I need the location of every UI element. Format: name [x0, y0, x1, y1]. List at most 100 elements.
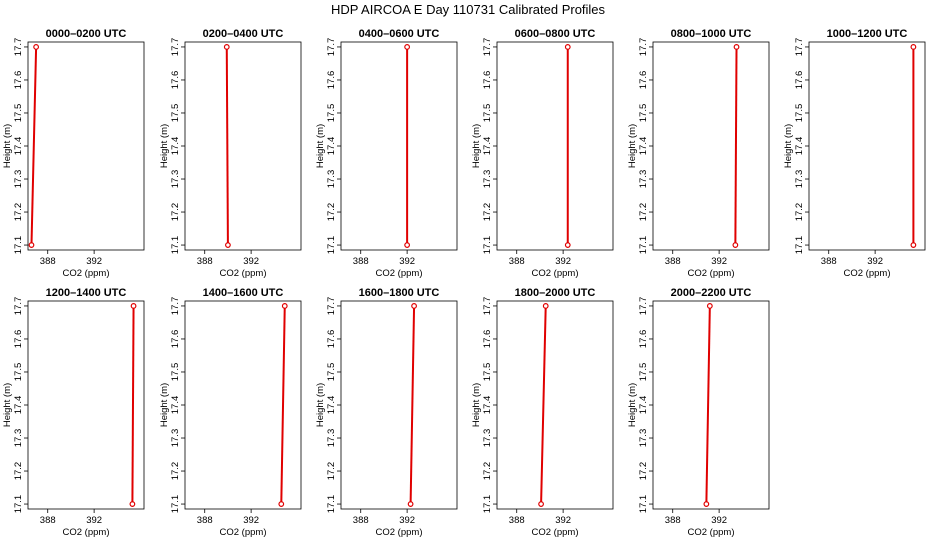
y-tick-label: 17.5	[482, 104, 493, 123]
profile-line	[131, 305, 135, 505]
y-tick-label: 17.2	[13, 462, 24, 481]
y-tick-label: 17.1	[482, 236, 493, 255]
panel-title: 0000–0200 UTC	[46, 28, 127, 40]
profile-line	[540, 305, 547, 505]
panel-title: 0200–0400 UTC	[203, 28, 284, 40]
plot-frame	[184, 41, 302, 251]
profile-line	[225, 46, 229, 246]
y-tick-label: 17.6	[170, 71, 181, 90]
y-tick-label: 17.2	[482, 203, 493, 222]
y-tick-label: 17.4	[794, 137, 805, 156]
x-tick-label: 388	[40, 256, 56, 267]
y-tick-label: 17.6	[638, 330, 649, 349]
y-tick-label: 17.6	[638, 71, 649, 90]
x-tick-label: 388	[353, 515, 369, 526]
y-tick-label: 17.4	[638, 396, 649, 415]
panel-title: 0800–1000 UTC	[671, 28, 752, 40]
x-axis-label: CO2 (ppm)	[63, 268, 110, 279]
x-axis-label: CO2 (ppm)	[220, 268, 267, 279]
data-point	[404, 242, 411, 248]
plot-frame	[340, 300, 458, 510]
y-tick-label: 17.2	[638, 462, 649, 481]
y-tick-label: 17.4	[170, 396, 181, 415]
y-tick-label: 17.6	[482, 330, 493, 349]
y-tick-label: 17.3	[326, 170, 337, 189]
y-tick-label: 17.6	[326, 71, 337, 90]
plot-frame	[27, 300, 145, 510]
x-axis-label: CO2 (ppm)	[376, 268, 423, 279]
y-tick-label: 17.6	[326, 330, 337, 349]
plot-frame	[496, 300, 614, 510]
y-tick-label: 17.4	[638, 137, 649, 156]
y-tick-label: 17.5	[638, 363, 649, 382]
y-tick-label: 17.2	[482, 462, 493, 481]
data-point	[129, 501, 136, 507]
y-tick-label: 17.7	[638, 38, 649, 57]
y-tick-label: 17.7	[482, 297, 493, 316]
y-tick-label: 17.5	[638, 104, 649, 123]
y-tick-label: 17.1	[13, 495, 24, 514]
profile-line	[280, 305, 286, 505]
x-axis-label: CO2 (ppm)	[532, 268, 579, 279]
y-tick-label: 17.1	[638, 236, 649, 255]
data-point	[706, 303, 713, 309]
x-tick-label: 388	[509, 515, 525, 526]
x-axis-label: CO2 (ppm)	[844, 268, 891, 279]
data-point	[225, 242, 231, 248]
x-tick-label: 392	[711, 515, 727, 526]
y-axis-label: Height (m)	[627, 124, 638, 168]
y-tick-label: 17.4	[13, 137, 24, 156]
x-tick-label: 392	[86, 256, 102, 267]
y-tick-label: 17.3	[638, 429, 649, 448]
data-point	[404, 44, 411, 50]
y-axis-label: Height (m)	[627, 383, 638, 427]
x-tick-label: 388	[665, 515, 681, 526]
y-tick-label: 17.4	[482, 396, 493, 415]
y-tick-label: 17.4	[170, 137, 181, 156]
plot-frame	[652, 41, 770, 251]
y-tick-label: 17.7	[638, 297, 649, 316]
y-tick-label: 17.3	[482, 170, 493, 189]
y-tick-label: 17.5	[482, 363, 493, 382]
y-tick-label: 17.7	[326, 38, 337, 57]
x-tick-label: 388	[509, 256, 525, 267]
plot-frame	[340, 41, 458, 251]
y-tick-label: 17.7	[170, 297, 181, 316]
panel-title: 0400–0600 UTC	[359, 28, 440, 40]
x-tick-label: 392	[399, 256, 415, 267]
y-tick-label: 17.5	[326, 104, 337, 123]
x-tick-label: 392	[867, 256, 883, 267]
plot-frame	[652, 300, 770, 510]
y-tick-label: 17.2	[170, 203, 181, 222]
y-tick-label: 17.6	[482, 71, 493, 90]
y-axis-label: Height (m)	[471, 383, 482, 427]
x-tick-label: 388	[665, 256, 681, 267]
y-tick-label: 17.2	[794, 203, 805, 222]
y-tick-label: 17.1	[482, 495, 493, 514]
y-tick-label: 17.4	[326, 137, 337, 156]
x-tick-label: 392	[243, 256, 259, 267]
y-tick-label: 17.1	[638, 495, 649, 514]
data-point	[564, 44, 571, 50]
y-tick-label: 17.3	[482, 429, 493, 448]
x-axis-label: CO2 (ppm)	[688, 268, 735, 279]
y-tick-label: 17.7	[482, 38, 493, 57]
y-tick-label: 17.7	[170, 38, 181, 57]
data-point	[703, 501, 710, 507]
x-tick-label: 388	[40, 515, 56, 526]
data-point	[281, 303, 288, 309]
x-tick-label: 392	[243, 515, 259, 526]
y-tick-label: 17.2	[13, 203, 24, 222]
x-axis-label: CO2 (ppm)	[688, 527, 735, 538]
data-point	[910, 242, 917, 248]
y-axis-label: Height (m)	[159, 383, 170, 427]
y-tick-label: 17.1	[794, 236, 805, 255]
